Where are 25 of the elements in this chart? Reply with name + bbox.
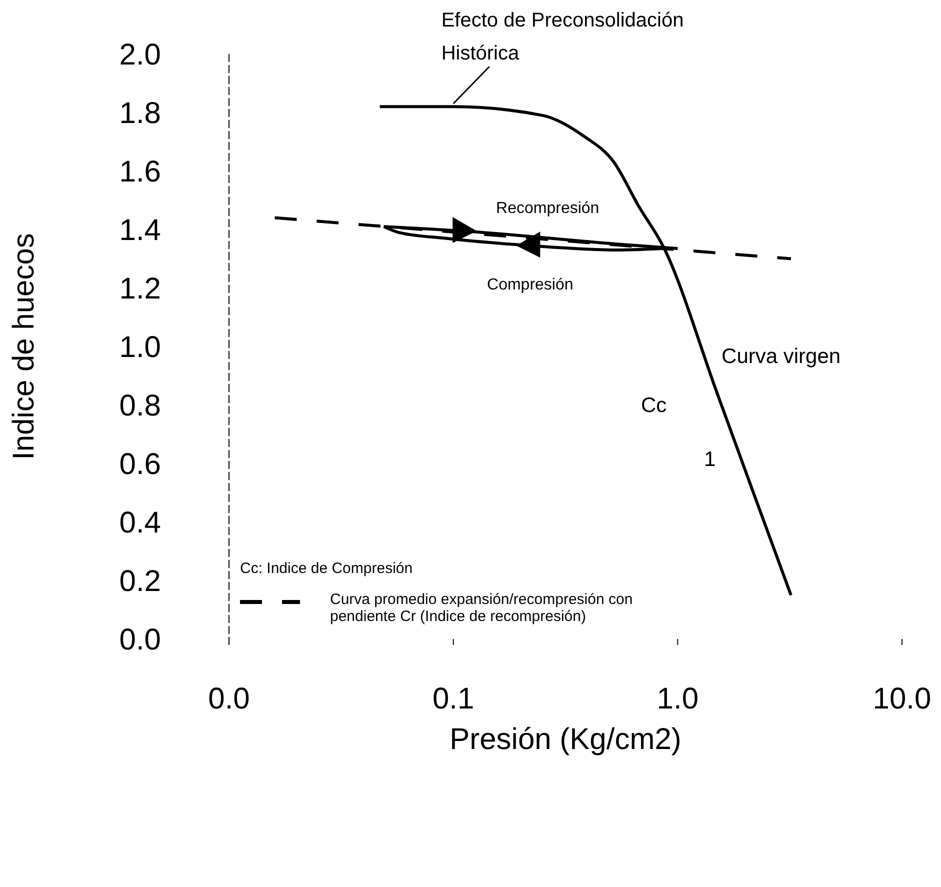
y-tick-label: 0.4 [119, 506, 161, 540]
y-tick-label: 1.6 [119, 156, 161, 189]
annotation: Cc [641, 394, 667, 418]
y-tick-label: 0.0 [119, 624, 161, 657]
x-tick-label: 0.0 [208, 682, 250, 716]
series-label: Recompresión [496, 200, 600, 217]
x-tick-label: 10.0 [872, 682, 932, 716]
series-label: Compresión [487, 276, 574, 294]
x-axis-title: Presión (Kg/cm2) [450, 723, 682, 756]
y-tick-label: 1.0 [119, 331, 161, 364]
y-tick-label: 1.2 [119, 272, 161, 306]
y-tick-label: 0.2 [119, 565, 161, 598]
x-tick-label: 0.1 [432, 682, 474, 716]
y-tick-label: 1.8 [119, 97, 161, 130]
legend-label: Curva promedio expansión/recompresión con pendiente Cr (Indice de recompresión) [330, 591, 634, 625]
y-tick-label: 2.0 [119, 38, 161, 72]
y-tick-label: 0.6 [119, 448, 161, 482]
x-tick-label: 1.0 [656, 682, 699, 716]
annotation: 1 [704, 448, 716, 472]
annotation: Efecto de Preconsolidación Histórica [441, 10, 684, 65]
series-label: Curva virgen [722, 345, 841, 368]
y-tick-label: 1.4 [119, 214, 161, 248]
annotation: Cc: Indice de Compresión [240, 560, 414, 577]
y-axis-title: Indice de huecos [8, 233, 41, 460]
y-tick-label: 0.8 [119, 390, 161, 423]
